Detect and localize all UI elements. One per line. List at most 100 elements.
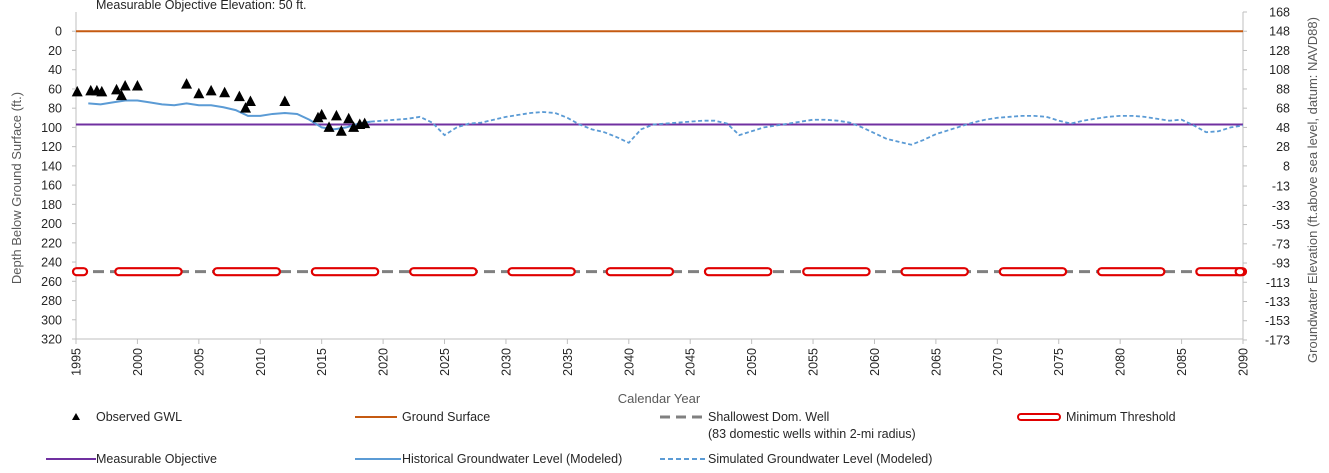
y-left-tick-label: 300	[41, 313, 62, 327]
legend: Observed GWL Ground Surface Shallowest D…	[46, 410, 1176, 466]
legend-swatch-minimum-threshold	[1017, 413, 1061, 421]
observed-gwl-point	[240, 102, 252, 113]
y-right-tick-label: 48	[1276, 121, 1290, 135]
y-axis-right-ticks: 168 148 128 108 88 68 48 28 8 -13 -33 -53 -73 -93 -113…	[1243, 6, 1290, 347]
y-left-tick-label: 120	[41, 140, 62, 154]
observed-gwl-point	[335, 125, 347, 136]
y-right-tick-label: 148	[1269, 25, 1290, 39]
y-left-tick-label: 40	[48, 63, 62, 77]
y-right-tick-label: -133	[1265, 295, 1290, 309]
minimum-threshold-segment	[114, 267, 183, 277]
y-right-tick-label: 128	[1269, 44, 1290, 58]
simulated-gwl-line	[370, 111, 1244, 146]
minimum-threshold-segment	[1195, 267, 1248, 277]
legend-item-ground-surface: Ground Surface	[355, 410, 490, 424]
observed-gwl-point	[219, 86, 231, 98]
legend-item-simulated: Simulated Groundwater Level (Modeled)	[660, 452, 932, 466]
observed-gwl-point	[193, 87, 205, 99]
x-tick-label: 1995	[70, 348, 84, 376]
observed-gwl-point	[111, 83, 123, 95]
historical-gwl-line	[88, 99, 371, 131]
y-right-tick-label: -53	[1272, 218, 1290, 232]
x-tick-label: 2065	[929, 348, 943, 376]
observed-gwl-point	[233, 90, 245, 102]
legend-item-historical: Historical Groundwater Level (Modeled)	[355, 452, 622, 466]
legend-item-minimum-threshold: Minimum Threshold	[1017, 410, 1176, 424]
x-tick-label: 2010	[254, 348, 268, 376]
y-right-tick-label: -93	[1272, 257, 1290, 271]
minimum-threshold-segment	[409, 267, 478, 277]
y-left-tick-label: 280	[41, 294, 62, 308]
minimum-threshold-segment	[1096, 267, 1166, 277]
x-tick-label: 2085	[1175, 348, 1189, 376]
y-left-tick-label: 140	[41, 159, 62, 173]
y-right-tick-label: 68	[1276, 102, 1290, 116]
y-right-tick-label: 88	[1276, 82, 1290, 96]
x-tick-label: 2030	[499, 348, 513, 376]
observed-gwl-point	[244, 95, 256, 106]
legend-label-minimum-threshold: Minimum Threshold	[1066, 410, 1176, 424]
legend-item-shallowest-well: Shallowest Dom. Well (83 domestic wells …	[660, 410, 916, 441]
y-right-tick-label: -33	[1272, 199, 1290, 213]
minimum-threshold-segment	[900, 267, 969, 277]
minimum-threshold-segment	[1234, 267, 1246, 277]
observed-gwl-point	[359, 117, 371, 129]
legend-item-observed: Observed GWL	[72, 410, 182, 424]
observed-gwl-point	[316, 108, 328, 120]
y-right-tick-label: -153	[1265, 314, 1290, 328]
legend-label-observed: Observed GWL	[96, 410, 182, 424]
x-tick-label: 2025	[438, 348, 452, 376]
x-tick-label: 2020	[377, 348, 391, 376]
minimum-threshold-segment	[310, 267, 380, 277]
observed-gwl-point	[131, 80, 143, 91]
legend-item-measurable-objective: Measurable Objective	[46, 452, 217, 466]
observed-gwl-point	[96, 85, 108, 97]
minimum-threshold-segment	[507, 267, 576, 277]
x-tick-label: 2000	[131, 348, 145, 376]
y-right-tick-label: 8	[1283, 159, 1290, 173]
y-right-tick-label: 28	[1276, 140, 1290, 154]
y-axis-left-ticks: 0 20 40 60 80 100 120 140 160 180 200 220 240 260 280 3…	[41, 25, 76, 347]
x-tick-label: 2070	[991, 348, 1005, 376]
x-tick-label: 2055	[807, 348, 821, 376]
y-right-tick-label: -113	[1266, 276, 1290, 290]
plot-area	[71, 12, 1248, 340]
x-tick-label: 2060	[868, 348, 882, 376]
observed-gwl-point	[119, 80, 131, 91]
minimum-threshold-segment	[605, 267, 675, 277]
y-right-tick-label: 108	[1269, 63, 1290, 77]
y-left-tick-label: 0	[55, 25, 62, 39]
minimum-threshold-segment	[802, 267, 871, 277]
legend-label-historical: Historical Groundwater Level (Modeled)	[402, 452, 622, 466]
y-left-tick-label: 180	[41, 198, 62, 212]
minimum-threshold-segment	[998, 267, 1068, 277]
observed-gwl-point	[115, 89, 127, 101]
chart-title-fragment: Measurable Objective Elevation: 50 ft.	[96, 0, 307, 12]
y-axis-right-label: Groundwater Elevation (ft.above sea leve…	[1305, 17, 1320, 363]
observed-gwl-point	[205, 84, 217, 96]
y-axis-left-label: Depth Below Ground Surface (ft.)	[9, 92, 24, 284]
minimum-threshold-segment	[703, 267, 773, 277]
x-tick-label: 2090	[1237, 348, 1251, 376]
observed-gwl-point	[348, 121, 360, 132]
y-right-tick-label: -73	[1272, 237, 1290, 251]
x-tick-label: 2005	[192, 348, 206, 376]
legend-label-simulated: Simulated Groundwater Level (Modeled)	[708, 452, 932, 466]
x-tick-label: 2035	[561, 348, 575, 376]
observed-gwl-point	[181, 78, 193, 89]
y-left-tick-label: 60	[48, 82, 62, 96]
legend-label-measurable-objective: Measurable Objective	[96, 452, 217, 466]
y-right-tick-label: -173	[1265, 333, 1290, 347]
observed-gwl-point	[330, 109, 342, 121]
y-right-tick-label: 168	[1269, 6, 1290, 20]
y-left-tick-label: 260	[41, 275, 62, 289]
x-tick-label: 2040	[622, 348, 636, 376]
minimum-threshold-segment	[71, 267, 89, 277]
x-tick-label: 2045	[684, 348, 698, 376]
y-right-tick-label: -13	[1272, 180, 1290, 194]
x-tick-label: 2075	[1052, 348, 1066, 376]
y-left-tick-label: 160	[41, 179, 62, 193]
x-tick-label: 2050	[745, 348, 759, 376]
y-left-tick-label: 20	[48, 44, 62, 58]
